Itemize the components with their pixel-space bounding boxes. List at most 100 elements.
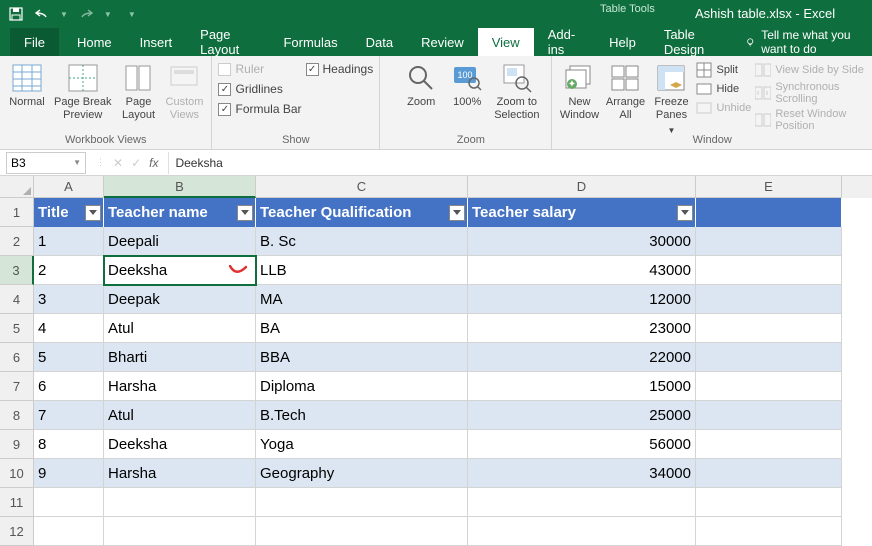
table-cell[interactable]: 7 xyxy=(34,401,104,430)
redo-dropdown-icon[interactable]: ▼ xyxy=(104,10,112,19)
name-box[interactable]: B3 ▼ xyxy=(6,152,86,174)
enter-icon[interactable]: ✓ xyxy=(131,156,141,170)
tab-data[interactable]: Data xyxy=(352,28,407,56)
row-head[interactable]: 10 xyxy=(0,459,34,488)
table-cell[interactable]: Geography xyxy=(256,459,468,488)
table-header-cell[interactable]: Teacher salary xyxy=(468,198,696,227)
table-cell[interactable]: Deepali xyxy=(104,227,256,256)
table-cell[interactable]: 2 xyxy=(34,256,104,285)
col-head-b[interactable]: B xyxy=(104,176,256,198)
table-cell[interactable]: B. Sc xyxy=(256,227,468,256)
undo-icon[interactable] xyxy=(34,6,50,22)
table-cell[interactable]: 1 xyxy=(34,227,104,256)
tab-page-layout[interactable]: Page Layout xyxy=(186,28,269,56)
empty-cell[interactable] xyxy=(256,488,468,517)
page-layout-button[interactable]: Page Layout xyxy=(117,60,159,124)
table-cell[interactable]: 43000 xyxy=(468,256,696,285)
table-cell[interactable]: MA xyxy=(256,285,468,314)
save-icon[interactable] xyxy=(8,6,24,22)
page-break-button[interactable]: Page Break Preview xyxy=(52,60,113,124)
split-button[interactable]: Split xyxy=(696,62,751,78)
table-cell[interactable]: Atul xyxy=(104,401,256,430)
table-cell[interactable]: 12000 xyxy=(468,285,696,314)
table-header-cell[interactable]: Teacher Qualification xyxy=(256,198,468,227)
tab-addins[interactable]: Add-ins xyxy=(534,28,595,56)
table-cell[interactable] xyxy=(696,372,842,401)
filter-dropdown-icon[interactable] xyxy=(85,205,101,221)
filter-dropdown-icon[interactable] xyxy=(677,205,693,221)
tab-insert[interactable]: Insert xyxy=(126,28,187,56)
table-cell[interactable]: Deepak xyxy=(104,285,256,314)
row-head[interactable]: 5 xyxy=(0,314,34,343)
empty-cell[interactable] xyxy=(468,488,696,517)
row-head[interactable]: 9 xyxy=(0,430,34,459)
table-cell[interactable] xyxy=(696,459,842,488)
table-cell[interactable]: 6 xyxy=(34,372,104,401)
select-all-corner[interactable] xyxy=(0,176,34,198)
row-head[interactable]: 2 xyxy=(0,227,34,256)
empty-cell[interactable] xyxy=(104,488,256,517)
table-cell[interactable]: 5 xyxy=(34,343,104,372)
table-cell[interactable]: B.Tech xyxy=(256,401,468,430)
table-cell[interactable] xyxy=(696,227,842,256)
fx-icon[interactable]: fx xyxy=(149,156,158,170)
table-cell[interactable]: 34000 xyxy=(468,459,696,488)
qat-customize-icon[interactable]: ▼ xyxy=(128,10,136,19)
table-cell[interactable]: Deeksha xyxy=(104,430,256,459)
formula-bar-checkbox[interactable]: ✓Formula Bar xyxy=(218,102,301,116)
normal-view-button[interactable]: Normal xyxy=(6,60,48,111)
table-cell[interactable]: 22000 xyxy=(468,343,696,372)
empty-cell[interactable] xyxy=(104,517,256,546)
zoom-selection-button[interactable]: Zoom to Selection xyxy=(492,60,541,124)
table-cell[interactable] xyxy=(696,401,842,430)
arrange-all-button[interactable]: Arrange All xyxy=(604,60,646,124)
name-box-dropdown-icon[interactable]: ▼ xyxy=(73,158,81,167)
row-head[interactable]: 8 xyxy=(0,401,34,430)
zoom-100-button[interactable]: 100 100% xyxy=(446,60,488,111)
tell-me-search[interactable]: Tell me what you want to do xyxy=(735,28,872,56)
headings-checkbox[interactable]: ✓Headings xyxy=(306,62,374,76)
table-cell[interactable] xyxy=(696,430,842,459)
empty-cell[interactable] xyxy=(256,517,468,546)
filter-dropdown-icon[interactable] xyxy=(449,205,465,221)
row-head[interactable]: 11 xyxy=(0,488,34,517)
gridlines-checkbox[interactable]: ✓Gridlines xyxy=(218,82,301,96)
col-head-e[interactable]: E xyxy=(696,176,842,198)
row-head[interactable]: 6 xyxy=(0,343,34,372)
filter-dropdown-icon[interactable] xyxy=(237,205,253,221)
table-cell[interactable]: Yoga xyxy=(256,430,468,459)
row-head[interactable]: 4 xyxy=(0,285,34,314)
table-cell[interactable]: BA xyxy=(256,314,468,343)
table-cell[interactable]: 4 xyxy=(34,314,104,343)
table-cell[interactable]: 25000 xyxy=(468,401,696,430)
table-header-cell[interactable] xyxy=(696,198,842,227)
tab-home[interactable]: Home xyxy=(63,28,126,56)
tab-formulas[interactable]: Formulas xyxy=(269,28,351,56)
tab-help[interactable]: Help xyxy=(595,28,650,56)
table-header-cell[interactable]: Title xyxy=(34,198,104,227)
redo-icon[interactable] xyxy=(78,6,94,22)
ruler-checkbox[interactable]: Ruler xyxy=(218,62,301,76)
table-cell[interactable]: Harsha xyxy=(104,372,256,401)
table-cell[interactable] xyxy=(696,256,842,285)
tab-view[interactable]: View xyxy=(478,28,534,56)
freeze-panes-button[interactable]: Freeze Panes▼ xyxy=(650,60,692,139)
new-window-button[interactable]: ✦ New Window xyxy=(558,60,600,124)
table-cell[interactable]: LLB xyxy=(256,256,468,285)
undo-dropdown-icon[interactable]: ▼ xyxy=(60,10,68,19)
table-cell[interactable]: Atul xyxy=(104,314,256,343)
tab-file[interactable]: File xyxy=(10,28,59,56)
hide-button[interactable]: Hide xyxy=(696,81,751,97)
table-cell[interactable]: Harsha xyxy=(104,459,256,488)
table-cell[interactable] xyxy=(696,285,842,314)
col-head-a[interactable]: A xyxy=(34,176,104,198)
sync-scroll-button[interactable]: Synchronous Scrolling xyxy=(755,81,866,105)
table-cell[interactable]: 15000 xyxy=(468,372,696,401)
table-cell[interactable] xyxy=(696,314,842,343)
table-cell[interactable]: Bharti xyxy=(104,343,256,372)
cancel-icon[interactable]: ✕ xyxy=(113,156,123,170)
col-head-d[interactable]: D xyxy=(468,176,696,198)
view-side-by-side-button[interactable]: View Side by Side xyxy=(755,62,866,78)
empty-cell[interactable] xyxy=(696,517,842,546)
unhide-button[interactable]: Unhide xyxy=(696,100,751,116)
